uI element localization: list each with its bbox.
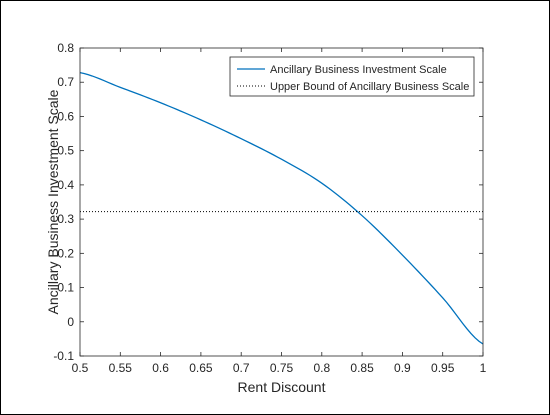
y-tick-label: 0.5 <box>57 144 74 158</box>
legend: Ancillary Business Investment Scale Uppe… <box>229 56 475 97</box>
y-tick-label: 0 <box>67 315 74 329</box>
x-tick-label: 0.5 <box>72 361 89 375</box>
x-axis-label: Rent Discount <box>238 379 326 395</box>
legend-label-series-2: Upper Bound of Ancillary Business Scale <box>270 81 469 93</box>
x-tick-label: 0.65 <box>189 361 213 375</box>
x-tick-label: 0.8 <box>313 361 330 375</box>
x-tick-label: 0.9 <box>394 361 411 375</box>
y-tick-label: 0.7 <box>57 75 74 89</box>
x-tick-label: 0.75 <box>270 361 294 375</box>
y-tick-label: -0.1 <box>53 349 74 363</box>
y-axis-label: Ancillary Business Investment Scale <box>45 89 61 314</box>
y-tick-label: 0.6 <box>57 109 74 123</box>
x-tick-label: 0.6 <box>152 361 169 375</box>
series-line-1 <box>79 72 484 345</box>
x-tick-label: 0.55 <box>109 361 133 375</box>
x-tick-label: 0.7 <box>233 361 250 375</box>
y-tick-label: 0.2 <box>57 246 74 260</box>
x-tick-label: 0.85 <box>350 361 374 375</box>
y-tick-label: 0.1 <box>57 281 74 295</box>
legend-box <box>229 56 475 97</box>
legend-label-series-1: Ancillary Business Investment Scale <box>270 64 447 76</box>
x-tick-label: 0.95 <box>431 361 455 375</box>
x-tick-label: 1 <box>480 361 487 375</box>
y-tick-label: 0.8 <box>57 41 74 55</box>
y-tick-label: 0.3 <box>57 212 74 226</box>
y-tick-label: 0.4 <box>57 178 74 192</box>
